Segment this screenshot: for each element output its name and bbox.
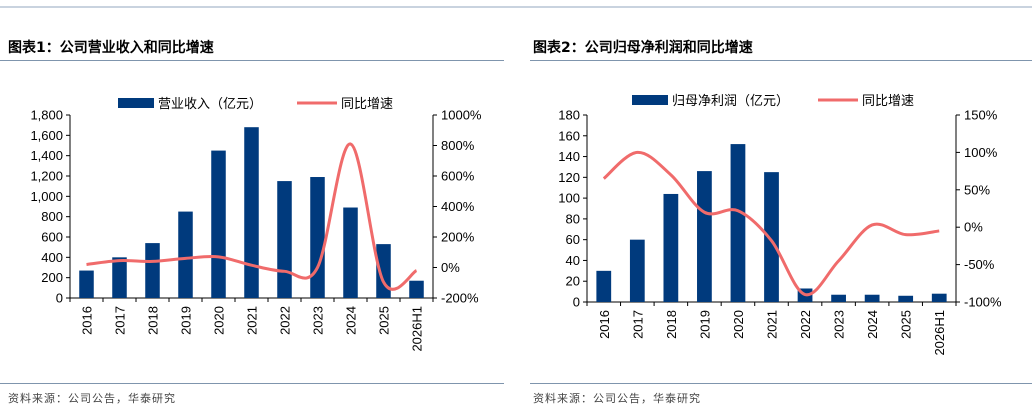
revenue-right-tick-label: 200% xyxy=(441,230,475,245)
profit-x-tick-label: 2025 xyxy=(899,310,914,339)
profit-bar xyxy=(764,172,779,302)
revenue-right-tick-label: 1000% xyxy=(441,108,482,123)
revenue-left-tick-label: 1,800 xyxy=(30,108,63,123)
profit-bar xyxy=(663,193,679,302)
revenue-bar xyxy=(178,211,193,298)
profit-right-tick-label: 50% xyxy=(964,182,990,197)
panel1-title-rule xyxy=(0,60,504,61)
profit-bar xyxy=(629,239,645,302)
revenue-legend-bar-label: 营业收入（亿元） xyxy=(158,97,262,112)
profit-x-tick-label: 2026H1 xyxy=(932,310,947,356)
revenue-legend-line-label: 同比增速 xyxy=(341,97,393,112)
revenue-left-tick-label: 800 xyxy=(41,209,63,224)
profit-left-tick-label: 120 xyxy=(558,170,580,185)
profit-x-tick-label: 2020 xyxy=(731,310,746,339)
header-strip xyxy=(0,0,1032,8)
profit-legend-bar-label: 归母净利润（亿元） xyxy=(672,94,789,109)
profit-left-tick-label: 40 xyxy=(566,253,580,268)
panel1-title: 图表1：公司营业收入和同比增速 xyxy=(8,40,214,56)
profit-left-tick-label: 20 xyxy=(566,274,580,289)
revenue-bar xyxy=(145,243,160,298)
profit-left-tick-label: 180 xyxy=(558,108,580,123)
profit-left-tick-label: 160 xyxy=(558,128,580,143)
profit-right-tick-label: -100% xyxy=(964,295,1002,310)
revenue-left-tick-label: 1,000 xyxy=(30,189,63,204)
revenue-chart: 0 200 400 600 800 1,000 1,200 1,400 1,600 1,800 -2… xyxy=(30,97,482,352)
profit-left-tick-label: 80 xyxy=(566,211,580,226)
revenue-x-tick-label: 2025 xyxy=(377,306,392,335)
profit-x-tick-label: 2016 xyxy=(597,310,612,339)
revenue-right-tick-label: 800% xyxy=(441,138,475,153)
revenue-x-tick-label: 2017 xyxy=(113,306,128,335)
revenue-x-tick-label: 2024 xyxy=(344,306,359,335)
profit-x-tick-label: 2021 xyxy=(765,310,780,339)
revenue-left-tick-label: 0 xyxy=(56,291,63,306)
profit-left-tick-label: 0 xyxy=(573,295,580,310)
revenue-bar xyxy=(376,244,391,298)
panel2-source-note: 资料来源：公司公告，华泰研究 xyxy=(533,392,701,405)
revenue-bar xyxy=(211,150,226,298)
net-profit-chart: 0 20 40 60 80 100 120 140 160 180 -100% -50% 0% 50% 10… xyxy=(558,94,1002,356)
profit-right-tick-label: 0% xyxy=(964,220,983,235)
revenue-right-tick-label: -200% xyxy=(441,291,479,306)
revenue-x-tick-label: 2021 xyxy=(245,306,260,335)
panel2-title: 图表2：公司归母净利润和同比增速 xyxy=(533,40,753,56)
panel1-source-note: 资料来源：公司公告，华泰研究 xyxy=(8,392,176,405)
profit-legend-bar-swatch xyxy=(632,95,668,105)
revenue-x-tick-label: 2023 xyxy=(311,306,326,335)
profit-x-tick-label: 2018 xyxy=(664,310,679,339)
revenue-x-tick-label: 2018 xyxy=(146,306,161,335)
revenue-left-tick-label: 400 xyxy=(41,250,63,265)
profit-x-tick-label: 2019 xyxy=(697,310,712,339)
profit-bar xyxy=(697,171,712,302)
revenue-right-tick-label: 600% xyxy=(441,169,475,184)
revenue-legend-bar-swatch xyxy=(118,98,154,108)
profit-bar xyxy=(864,294,880,302)
profit-right-tick-label: 150% xyxy=(964,108,998,123)
profit-x-tick-label: 2022 xyxy=(798,310,813,339)
profit-right-tick-label: -50% xyxy=(964,257,995,272)
profit-legend-line-label: 同比增速 xyxy=(862,94,914,109)
revenue-bar xyxy=(79,270,94,298)
profit-bar xyxy=(931,293,947,302)
panel1-footer-rule xyxy=(0,383,504,384)
revenue-x-tick-label: 2022 xyxy=(278,306,293,335)
revenue-bar xyxy=(112,257,127,298)
profit-bar xyxy=(898,295,914,302)
revenue-x-tick-label: 2026H1 xyxy=(410,306,425,352)
revenue-left-tick-label: 200 xyxy=(41,270,63,285)
profit-bar xyxy=(831,294,846,302)
revenue-right-tick-label: 0% xyxy=(441,260,460,275)
revenue-growth-line xyxy=(86,142,418,291)
revenue-bar xyxy=(343,207,358,298)
profit-x-tick-label: 2017 xyxy=(630,310,645,339)
revenue-left-tick-label: 1,400 xyxy=(30,148,63,163)
profit-bar xyxy=(596,270,612,302)
panel2-title-rule xyxy=(530,60,1032,61)
revenue-bar xyxy=(277,181,292,298)
revenue-bar xyxy=(244,127,259,298)
revenue-x-tick-label: 2016 xyxy=(80,306,95,335)
revenue-left-tick-label: 1,200 xyxy=(30,169,63,184)
revenue-left-tick-label: 600 xyxy=(41,230,63,245)
revenue-bar xyxy=(409,280,424,298)
profit-x-tick-label: 2023 xyxy=(832,310,847,339)
revenue-x-tick-label: 2019 xyxy=(179,306,194,335)
revenue-right-tick-label: 400% xyxy=(441,199,475,214)
profit-left-tick-label: 140 xyxy=(558,149,580,164)
panel2-footer-rule xyxy=(530,383,1032,384)
profit-right-tick-label: 100% xyxy=(964,145,998,160)
profit-bar xyxy=(730,144,746,302)
revenue-bar xyxy=(310,177,325,298)
revenue-x-tick-label: 2020 xyxy=(212,306,227,335)
profit-x-tick-label: 2024 xyxy=(865,310,880,339)
revenue-left-tick-label: 1,600 xyxy=(30,128,63,143)
profit-left-tick-label: 60 xyxy=(566,232,580,247)
profit-left-tick-label: 100 xyxy=(558,191,580,206)
